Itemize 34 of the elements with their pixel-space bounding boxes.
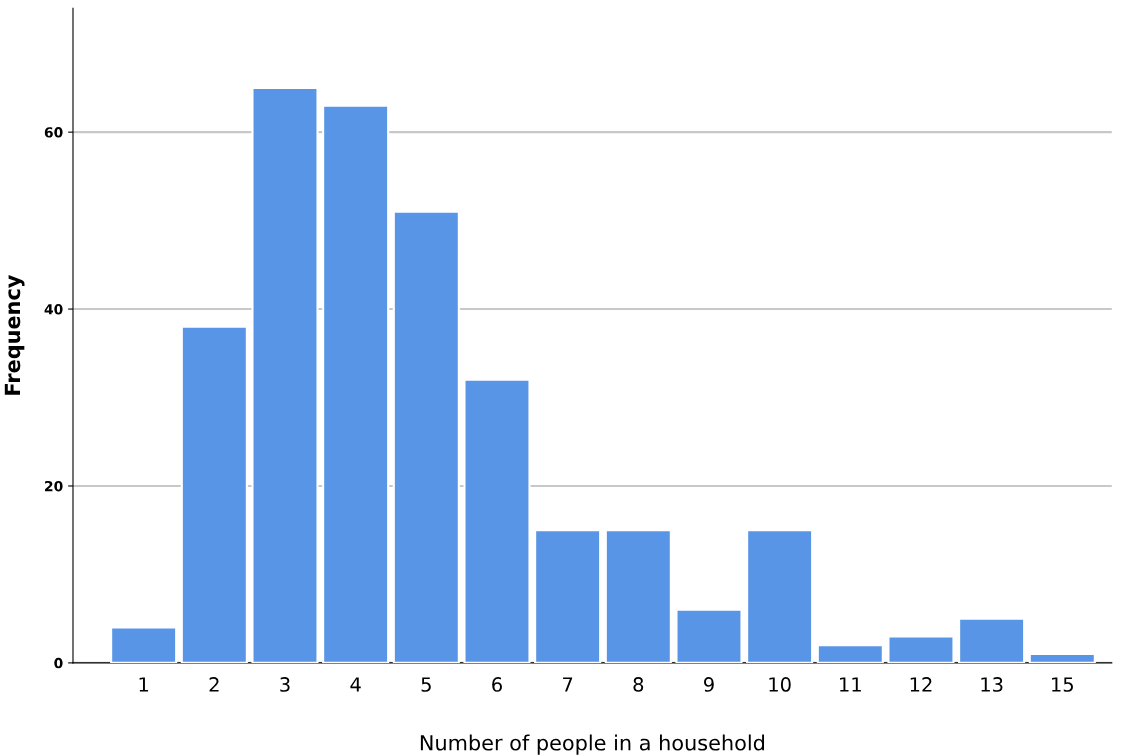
bar [392,210,460,663]
bar [1028,653,1096,663]
bar [110,626,178,663]
x-tick-label: 5 [421,677,431,692]
bar [604,529,672,663]
x-tick-label: 4 [350,677,361,692]
x-tick-label: 6 [492,677,502,692]
x-tick-label: 3 [280,677,290,692]
x-axis-title: Number of people in a household [420,734,765,755]
x-tick-label: 13 [981,677,1003,692]
bar [534,529,602,663]
y-axis-title: Frequency [4,275,25,395]
x-tick-label: 10 [769,677,791,692]
bar [251,86,319,663]
bar [816,644,884,663]
x-tick-label: 8 [633,677,644,692]
x-tick-label: 12 [910,677,932,692]
x-tick-label: 7 [563,677,573,692]
x-tick-label: 11 [840,677,861,692]
bar [675,608,743,663]
x-tick-label: 1 [139,677,149,692]
x-tick-label: 15 [1052,677,1073,692]
y-tick-label: 0 [54,657,63,669]
bar [322,104,390,663]
bar [180,325,248,663]
bar [746,529,814,663]
bar [887,635,955,663]
x-tick-label: 2 [209,677,219,692]
y-tick-label: 60 [44,127,63,138]
x-tick-label: 9 [704,677,714,692]
y-tick-label: 20 [45,480,63,492]
y-tick-label: 40 [44,304,63,315]
bar [958,617,1026,663]
bar [463,378,531,663]
